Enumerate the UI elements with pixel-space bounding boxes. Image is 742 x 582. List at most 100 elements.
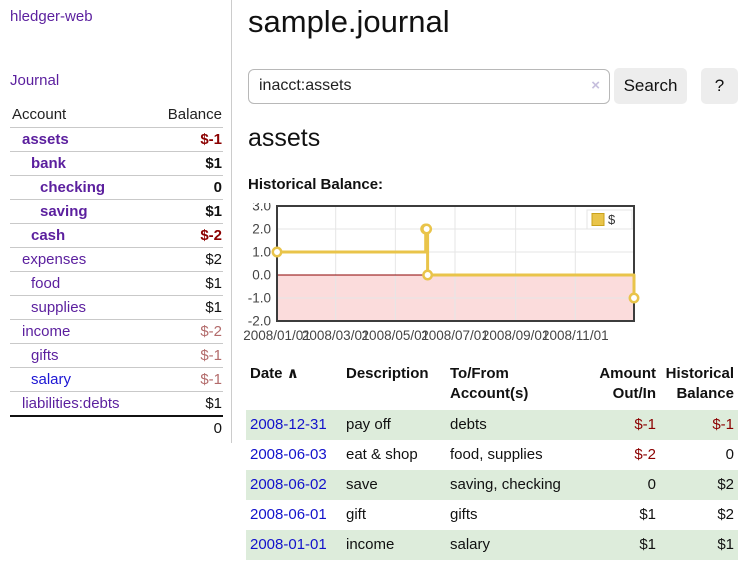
svg-text:1.0: 1.0 [252,245,271,260]
accounts-total-row: 0 [10,416,223,440]
transaction-date-link[interactable]: 2008-06-02 [250,476,327,493]
transaction-description: gift [346,506,367,523]
sidebar-item-journal[interactable]: Journal [10,72,60,89]
account-balance: $-2 [200,323,222,340]
account-link[interactable]: saving [40,203,88,220]
search-bar: × Search ? [248,68,738,104]
svg-text:0.0: 0.0 [252,268,271,283]
account-link[interactable]: gifts [31,347,59,364]
account-link[interactable]: food [31,275,61,292]
transaction-amount: $-2 [634,446,656,463]
svg-text:2008/11/01: 2008/11/01 [542,328,609,343]
transaction-accounts: debts [450,416,487,433]
account-link[interactable]: salary [31,371,72,388]
historical-balance-chart: $3.0 2.0 1.0 0.0 -1.0 -2.0 2008/01/01 2008/03/0… [240,199,642,350]
account-link[interactable]: expenses [22,251,87,268]
account-link[interactable]: bank [31,155,67,172]
account-row: gifts $-1 [10,343,223,368]
account-balance: $1 [205,155,222,172]
sort-ascending-icon: ∧ [286,365,299,382]
account-balance: $1 [205,395,222,412]
transaction-description: eat & shop [346,446,418,463]
transaction-balance: $2 [717,506,734,523]
account-link[interactable]: income [22,323,71,340]
svg-text:2008/01/01: 2008/01/01 [243,328,311,343]
account-row: salary $-1 [10,367,223,392]
clear-search-icon[interactable]: × [591,76,600,94]
accounts-header-balance: Balance [167,106,222,123]
svg-text:2008/03/01: 2008/03/01 [302,328,370,343]
register-header-date[interactable]: Date ∧ [250,365,299,382]
account-balance: $-1 [200,347,222,364]
account-row: cash $-2 [10,223,223,248]
transaction-amount: 0 [647,476,656,493]
register-header-balance: Historical Balance [665,365,734,402]
transaction-date-link[interactable]: 2008-06-03 [250,446,327,463]
search-input[interactable] [248,68,610,104]
transaction-description: income [346,536,395,553]
register-table-body: 2008-12-31 pay off debts $-1 $-1 2008-06-03 ea… [246,410,738,560]
register-table: Date ∧ Description To/From Account(s) Am… [246,360,738,560]
svg-text:2.0: 2.0 [252,222,271,237]
search-input-wrap: × [248,68,610,104]
account-balance: $1 [205,275,222,292]
account-link[interactable]: supplies [31,299,87,316]
transaction-date-link[interactable]: 2008-01-01 [250,536,327,553]
account-balance: 0 [213,179,222,196]
svg-text:2008/05/01: 2008/05/01 [362,328,430,343]
account-row: expenses $2 [10,247,223,272]
accounts-header-account: Account [12,106,67,123]
transaction-date-link[interactable]: 2008-12-31 [250,416,327,433]
transaction-accounts: food, supplies [450,446,543,463]
transaction-amount: $1 [639,506,656,523]
account-row: bank $1 [10,151,223,176]
svg-text:3.0: 3.0 [252,203,271,214]
svg-text:2008/09/01: 2008/09/01 [482,328,550,343]
account-row: liabilities:debts $1 [10,391,223,417]
account-link[interactable]: liabilities:debts [22,395,120,412]
register-header-amount: Amount Out/In [599,365,656,402]
register-row: 2008-06-03 eat & shop food, supplies $-2 0 [246,440,738,470]
register-header-description: Description [346,365,429,382]
chart-svg: $3.0 2.0 1.0 0.0 -1.0 -2.02008/01/012008/03/0… [243,199,640,343]
transaction-accounts: gifts [450,506,478,523]
transaction-amount: $1 [639,536,656,553]
accounts-table-header: Account Balance [10,103,223,128]
transaction-amount: $-1 [634,416,656,433]
brand-link[interactable]: hledger-web [10,8,93,25]
search-button[interactable]: Search [614,68,687,104]
svg-text:2008/07/01: 2008/07/01 [421,328,489,343]
transaction-accounts: saving, checking [450,476,561,493]
account-link[interactable]: cash [31,227,66,244]
svg-text:$: $ [608,212,616,227]
register-row: 2008-01-01 income salary $1 $1 [246,530,738,560]
transaction-balance: $2 [717,476,734,493]
account-link[interactable]: assets [22,131,69,148]
account-row: income $-2 [10,319,223,344]
transaction-balance: 0 [725,446,734,463]
account-heading: assets [248,124,321,152]
account-row: checking 0 [10,175,223,200]
transaction-balance: $1 [717,536,734,553]
accounts-table-body: assets $-1 bank $1 checking 0 saving $1 cash $-2 e… [10,127,223,417]
sidebar: hledger-web Journal Account Balance asse… [0,0,232,443]
transaction-description: save [346,476,378,493]
account-balance: $2 [205,251,222,268]
transaction-accounts: salary [450,536,491,553]
transaction-date-link[interactable]: 2008-06-01 [250,506,327,523]
page-title: sample.journal [248,4,450,39]
account-balance: $-2 [200,227,222,244]
account-row: food $1 [10,271,223,296]
chart-title: Historical Balance: [248,176,384,193]
account-row: assets $-1 [10,127,223,152]
transaction-description: pay off [346,416,391,433]
account-balance: $1 [205,203,222,220]
account-row: supplies $1 [10,295,223,320]
accounts-table: Account Balance assets $-1 bank $1 checking 0… [10,103,223,440]
svg-text:-2.0: -2.0 [248,314,271,329]
help-button[interactable]: ? [701,68,738,104]
svg-text:-1.0: -1.0 [248,291,271,306]
register-header-row: Date ∧ Description To/From Account(s) Am… [246,360,738,410]
account-link[interactable]: checking [40,179,106,196]
